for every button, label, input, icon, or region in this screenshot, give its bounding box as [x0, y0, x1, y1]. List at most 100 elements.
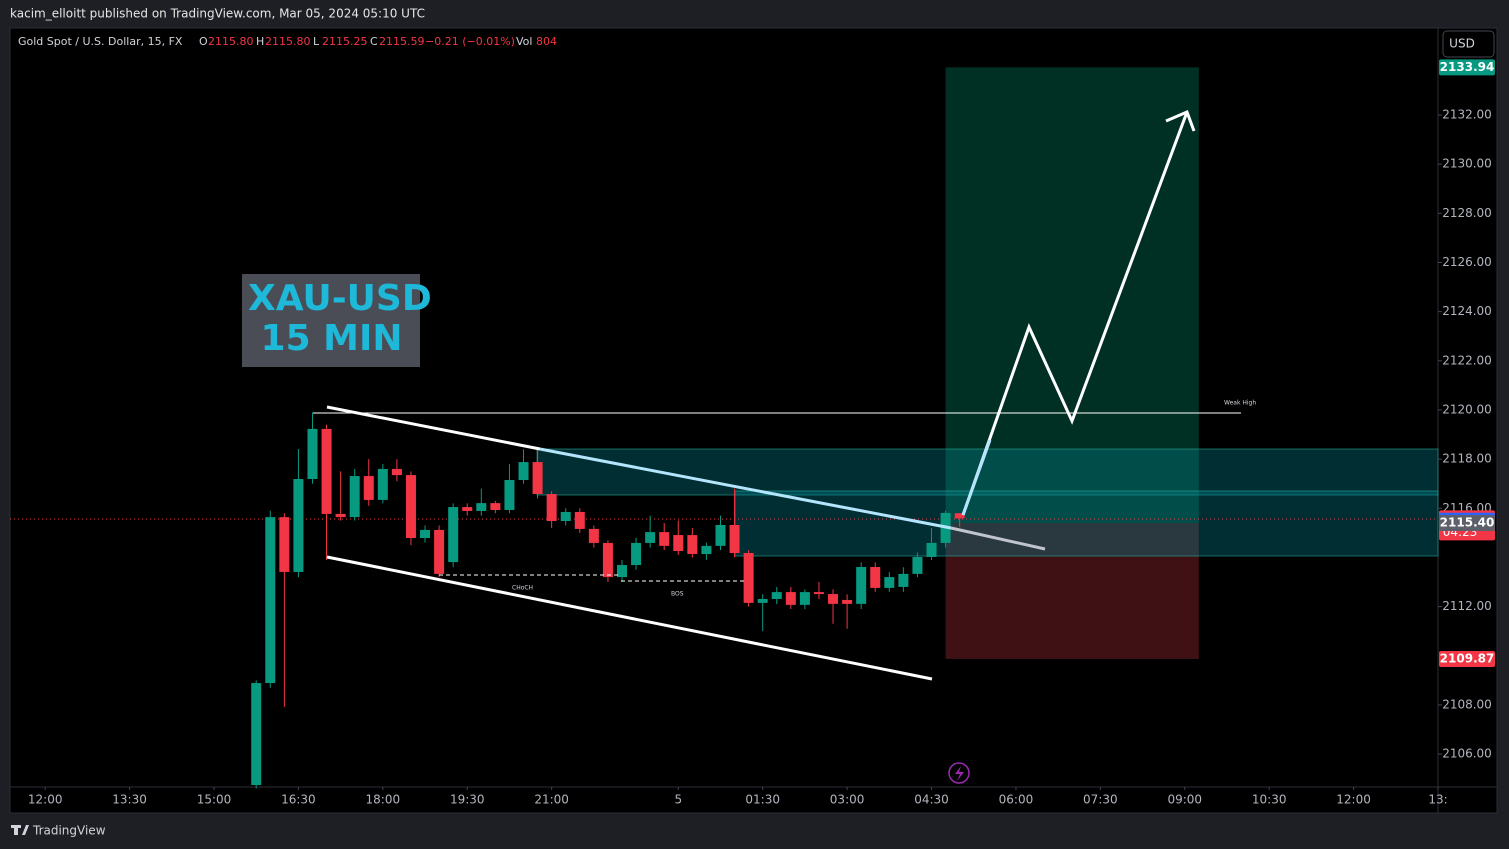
ohlc-legend: O 2115.80 H 2115.80 L 2115.25 C 2115.59 −0.21 (−… — [199, 35, 557, 48]
candle-body — [546, 494, 557, 522]
candle-body — [293, 479, 304, 572]
currency-button[interactable] — [1442, 30, 1495, 58]
candle-body — [631, 542, 642, 566]
ohlc-label: C — [370, 35, 378, 48]
zone-lower — [734, 490, 1439, 557]
change: −0.21 (−0.01%) — [425, 35, 515, 48]
weak-high-label: Weak High — [1224, 400, 1256, 407]
y-tick-label: 2126.00 — [1442, 255, 1492, 269]
candle-body — [659, 532, 670, 546]
x-tick-label: 13: — [1428, 793, 1447, 807]
candle-body — [842, 599, 853, 604]
candle-body — [307, 428, 318, 480]
y-tick-label: 2112.00 — [1442, 599, 1492, 613]
candle-body — [265, 517, 276, 684]
price-label: 2109.87 — [1440, 651, 1495, 665]
title-box — [242, 274, 420, 367]
title-line: 15 MIN — [248, 318, 403, 359]
candle-body — [574, 511, 585, 529]
candle-body — [645, 532, 656, 543]
published-line: kacim_elloitt published on TradingView.c… — [10, 7, 425, 21]
x-tick-label: 15:00 — [197, 793, 232, 807]
projection-arrow — [961, 111, 1189, 516]
y-tick-label: 2128.00 — [1442, 206, 1492, 220]
ohlc-label: O — [199, 35, 208, 48]
price-label: 2133.94 — [1440, 60, 1495, 74]
candle-body — [785, 592, 796, 605]
x-tick-label: 18:00 — [366, 793, 401, 807]
candle-body — [405, 475, 416, 539]
channel-upper — [326, 405, 541, 451]
candle-body — [912, 556, 923, 574]
x-tick-label: 12:00 — [28, 793, 63, 807]
candle-body — [898, 573, 909, 587]
y-tick-label: 2132.00 — [1442, 108, 1492, 122]
candle-body — [363, 476, 374, 500]
zones — [945, 67, 1199, 659]
candle-body — [743, 553, 754, 603]
candle-body — [602, 542, 613, 578]
y-tick-label: 2124.00 — [1442, 304, 1492, 318]
x-tick-label: 09:00 — [1167, 793, 1202, 807]
channel-upper-ext — [950, 526, 1046, 551]
candle-body — [828, 594, 839, 604]
candle-body — [870, 567, 881, 588]
volume: 804 — [536, 35, 557, 48]
candle-body — [560, 511, 571, 522]
ohlc-value: 2115.80 — [208, 35, 254, 48]
axes: 2106.002108.002112.002116.002118.002120.… — [28, 59, 1495, 807]
arrow-start — [961, 439, 992, 516]
ohlc-value: 2115.80 — [265, 35, 311, 48]
candle-body — [673, 535, 684, 552]
x-tick-label: 5 — [674, 793, 682, 807]
y-tick-label: 2108.00 — [1442, 697, 1492, 711]
y-tick-label: 2106.00 — [1442, 747, 1492, 761]
volume-label: Vol — [516, 35, 532, 48]
y-tick-label: 2122.00 — [1442, 353, 1492, 367]
candle-body — [715, 524, 726, 546]
candle-body — [856, 567, 867, 604]
ohlc-value: 2115.25 — [322, 35, 368, 48]
channel-upper-break — [539, 447, 952, 530]
x-tick-label: 04:30 — [914, 793, 949, 807]
candle-body — [504, 480, 515, 510]
alert-icon[interactable] — [948, 762, 970, 784]
price-label-bg — [1439, 650, 1495, 667]
candle-body — [926, 542, 937, 557]
x-tick-label: 07:30 — [1083, 793, 1118, 807]
candle-body — [279, 517, 290, 572]
candle-body — [420, 529, 431, 539]
candle-body — [335, 513, 346, 518]
x-tick-label: 19:30 — [450, 793, 485, 807]
x-tick-label: 10:30 — [1252, 793, 1287, 807]
y-tick-label: 2120.00 — [1442, 402, 1492, 416]
currency[interactable]: USD — [1449, 37, 1475, 51]
candle-body — [321, 428, 332, 514]
candle-body — [490, 503, 501, 510]
tv-logo — [11, 825, 29, 835]
candle-body — [701, 545, 712, 554]
candle-body — [434, 529, 445, 574]
ohlc-label: L — [313, 35, 320, 48]
candle-body — [518, 462, 529, 481]
chart-panel — [9, 27, 1498, 814]
price-label: 2115.40 — [1440, 516, 1495, 530]
x-tick-label: 01:30 — [745, 793, 780, 807]
candle-body — [687, 535, 698, 554]
candle-body — [771, 592, 782, 599]
candle-body — [954, 513, 965, 519]
choch-label: CHoCH — [512, 585, 533, 592]
zone-upper — [536, 448, 1439, 496]
x-tick-label: 06:00 — [999, 793, 1034, 807]
ohlc-label: H — [256, 35, 264, 48]
candle-body — [813, 592, 824, 595]
price-label-bg — [1439, 515, 1495, 532]
symbol: Gold Spot / U.S. Dollar, 15, FX — [18, 35, 183, 48]
x-tick-label: 16:30 — [281, 793, 316, 807]
bos-label: BOS — [671, 591, 684, 598]
candle-body — [799, 592, 810, 605]
candles — [251, 412, 965, 789]
candle-body — [251, 683, 262, 786]
candle-body — [532, 462, 543, 495]
